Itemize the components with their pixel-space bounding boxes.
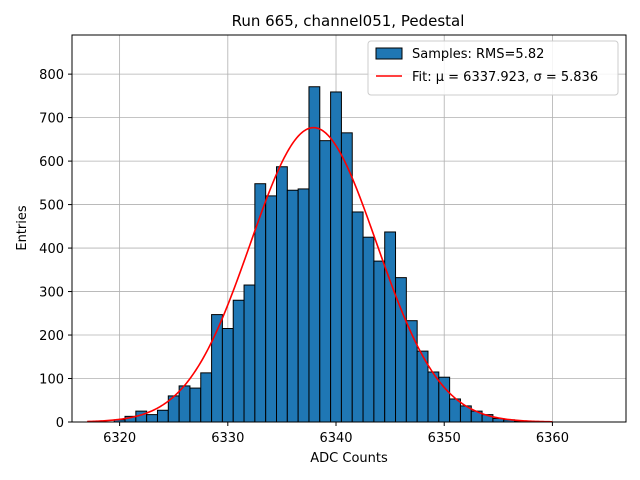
y-tick-label: 0 [56, 416, 64, 431]
chart-title: Run 665, channel051, Pedestal [232, 12, 465, 30]
legend-fit-label: Fit: μ = 6337.923, σ = 5.836 [412, 70, 598, 85]
histogram-bars [113, 86, 537, 423]
histogram-bar [373, 260, 386, 423]
y-tick-label: 400 [39, 242, 64, 257]
histogram-bar [232, 299, 245, 423]
histogram-bar [265, 195, 278, 423]
histogram-bar [308, 86, 321, 423]
histogram-bar [286, 189, 299, 423]
y-tick-label: 200 [39, 329, 64, 344]
plot-frame [71, 34, 627, 423]
x-tick-label: 6340 [319, 431, 352, 446]
histogram-bar [297, 188, 310, 423]
histogram-bar [362, 236, 375, 423]
histogram-bar [156, 409, 169, 423]
histogram-bar [221, 328, 234, 423]
x-axis-label: ADC Counts [310, 451, 388, 466]
histogram-bar [200, 372, 213, 423]
gaussian-fit-curve [87, 126, 553, 423]
histogram-bar [243, 284, 256, 423]
legend-box [367, 40, 619, 96]
x-tick-label: 6360 [536, 431, 569, 446]
legend-samples-swatch [375, 47, 403, 60]
y-tick-label: 300 [39, 286, 64, 301]
histogram-bar [351, 211, 364, 423]
histogram-bar [384, 231, 397, 423]
y-axis-ticks: 0 100 200 300 400 500 600 700 800 [39, 68, 72, 431]
histogram-bar [189, 387, 202, 423]
x-tick-label: 6330 [211, 431, 244, 446]
histogram-bar [276, 166, 288, 423]
y-tick-label: 700 [39, 112, 64, 127]
x-axis-ticks: 6320 6330 6340 6350 6360 [103, 422, 569, 446]
histogram-bar [254, 183, 267, 423]
histogram-bar [449, 398, 461, 423]
y-tick-label: 600 [39, 155, 64, 170]
x-tick-label: 6320 [103, 431, 136, 446]
x-tick-label: 6350 [428, 431, 461, 446]
y-tick-label: 800 [39, 68, 64, 83]
y-tick-label: 500 [39, 199, 64, 214]
y-tick-label: 100 [39, 373, 64, 388]
legend-samples-label: Samples: RMS=5.82 [412, 47, 544, 62]
histogram-bar [146, 414, 158, 423]
legend: Samples: RMS=5.82 Fit: μ = 6337.923, σ =… [367, 40, 619, 96]
y-axis-label: Entries [15, 205, 30, 251]
histogram-bar [319, 140, 332, 423]
histogram-bar [178, 385, 191, 423]
